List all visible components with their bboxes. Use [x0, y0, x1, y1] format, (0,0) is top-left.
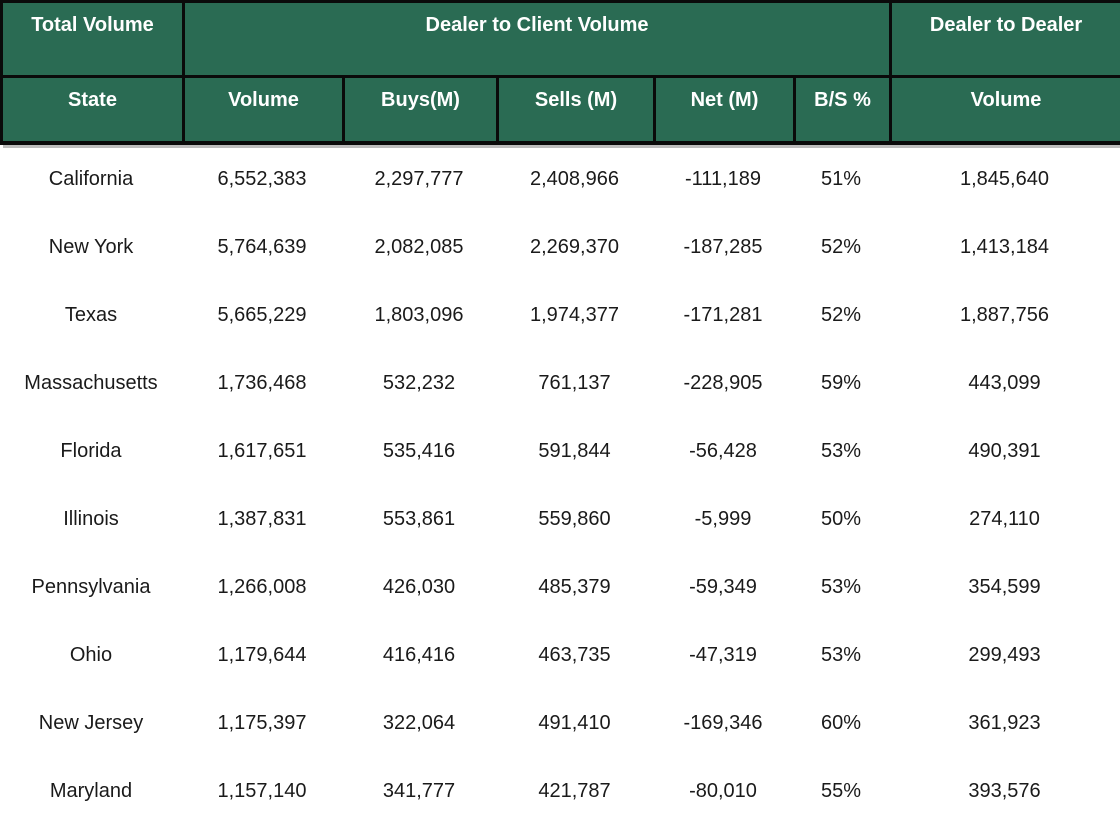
bs-pct-cell: 53%: [820, 575, 862, 598]
net-cell: -169,346: [683, 711, 763, 734]
column-header-row: State Volume Buys(M) Sells (M) Net (M) B…: [0, 75, 1120, 145]
net-cell: -80,010: [689, 779, 757, 802]
sells-cell: 2,408,966: [530, 167, 619, 190]
column-header-state: State: [0, 75, 185, 145]
state-cell: Texas: [64, 303, 118, 326]
buys-cell: 416,416: [382, 643, 456, 666]
table-row: New Jersey 1,175,397 322,064 491,410 -169,34…: [0, 689, 1120, 757]
table-row: Texas 5,665,229 1,803,096 1,974,377 -171,281…: [0, 281, 1120, 349]
dealer-volume-cell: 1,887,756: [960, 303, 1049, 326]
volume-cell: 6,552,383: [217, 167, 307, 190]
volume-cell: 1,157,140: [217, 779, 307, 802]
volume-cell: 1,266,008: [217, 575, 307, 598]
sells-cell: 2,269,370: [530, 235, 619, 258]
bs-pct-cell: 50%: [820, 507, 862, 530]
bs-pct-cell: 51%: [820, 167, 862, 190]
dealer-volume-cell: 443,099: [968, 371, 1041, 394]
bs-pct-cell: 60%: [820, 711, 862, 734]
table-row: Ohio 1,179,644 416,416 463,735 -47,319 53% 299…: [0, 621, 1120, 689]
dealer-volume-cell: 1,413,184: [960, 235, 1049, 258]
bs-pct-cell: 53%: [820, 439, 862, 462]
dealer-volume-cell: 299,493: [968, 643, 1041, 666]
state-cell: New York: [48, 235, 134, 258]
sells-cell: 485,379: [538, 575, 611, 598]
bs-pct-cell: 53%: [820, 643, 862, 666]
dealer-volume-cell: 393,576: [968, 779, 1041, 802]
sells-cell: 1,974,377: [530, 303, 619, 326]
state-cell: Massachusetts: [24, 371, 158, 394]
state-cell: Illinois: [63, 507, 119, 530]
dealer-volume-cell: 1,845,640: [960, 167, 1049, 190]
dealer-volume-cell: 354,599: [968, 575, 1041, 598]
bs-pct-cell: 59%: [820, 371, 862, 394]
table-row: California 6,552,383 2,297,777 2,408,966 -11…: [0, 145, 1120, 213]
state-cell: Pennsylvania: [31, 575, 151, 598]
buys-cell: 322,064: [382, 711, 456, 734]
column-header-volume: Volume: [182, 75, 345, 145]
buys-cell: 553,861: [382, 507, 456, 530]
state-cell: Florida: [60, 439, 122, 462]
bs-pct-cell: 52%: [820, 303, 862, 326]
column-header-dealer-volume: Volume: [889, 75, 1120, 145]
net-cell: -187,285: [683, 235, 763, 258]
sells-cell: 491,410: [538, 711, 611, 734]
bs-pct-cell: 55%: [820, 779, 862, 802]
sells-cell: 761,137: [538, 371, 611, 394]
state-cell: Ohio: [69, 643, 113, 666]
table-row: Illinois 1,387,831 553,861 559,860 -5,999 50%…: [0, 485, 1120, 553]
table-body: California 6,552,383 2,297,777 2,408,966 -11…: [0, 145, 1120, 825]
buys-cell: 1,803,096: [374, 303, 464, 326]
column-header-bs-pct: B/S %: [792, 75, 893, 145]
table-row: Massachusetts 1,736,468 532,232 761,137 -228…: [0, 349, 1120, 417]
net-cell: -5,999: [694, 507, 752, 530]
volume-cell: 1,387,831: [217, 507, 307, 530]
state-cell: New Jersey: [38, 711, 144, 734]
sells-cell: 559,860: [538, 507, 611, 530]
net-cell: -228,905: [683, 371, 763, 394]
buys-cell: 341,777: [382, 779, 456, 802]
net-cell: -59,349: [689, 575, 757, 598]
buys-cell: 426,030: [382, 575, 456, 598]
dealer-volume-cell: 490,391: [968, 439, 1041, 462]
column-header-net: Net (M): [653, 75, 796, 145]
column-header-buys: Buys(M): [342, 75, 499, 145]
table-row: Pennsylvania 1,266,008 426,030 485,379 -59,3…: [0, 553, 1120, 621]
volume-cell: 1,736,468: [217, 371, 307, 394]
buys-cell: 2,082,085: [374, 235, 464, 258]
sells-cell: 421,787: [538, 779, 611, 802]
bs-pct-cell: 52%: [820, 235, 862, 258]
group-header-row: Total Volume Dealer to Client Volume Dea…: [0, 0, 1120, 78]
volume-cell: 1,179,644: [217, 643, 307, 666]
net-cell: -171,281: [683, 303, 763, 326]
group-header-dealer-to-client: Dealer to Client Volume: [181, 0, 893, 78]
volume-cell: 5,764,639: [217, 235, 307, 258]
buys-cell: 535,416: [382, 439, 456, 462]
volume-cell: 5,665,229: [217, 303, 307, 326]
group-header-total-volume: Total Volume: [0, 0, 185, 78]
column-header-sells: Sells (M): [496, 75, 656, 145]
table-row: New York 5,764,639 2,082,085 2,269,370 -187,…: [0, 213, 1120, 281]
buys-cell: 532,232: [382, 371, 456, 394]
table-row: Florida 1,617,651 535,416 591,844 -56,428 53%…: [0, 417, 1120, 485]
table-body-table: California 6,552,383 2,297,777 2,408,966 -11…: [0, 145, 1120, 825]
table-row: Maryland 1,157,140 341,777 421,787 -80,010 55…: [0, 757, 1120, 825]
sells-cell: 591,844: [538, 439, 611, 462]
net-cell: -47,319: [689, 643, 757, 666]
dealer-volume-cell: 274,110: [969, 507, 1040, 530]
state-cell: Maryland: [49, 779, 133, 802]
buys-cell: 2,297,777: [374, 167, 464, 190]
dealer-volume-cell: 361,923: [968, 711, 1041, 734]
net-cell: -111,189: [685, 167, 761, 190]
volume-cell: 1,617,651: [217, 439, 307, 462]
net-cell: -56,428: [689, 439, 757, 462]
sells-cell: 463,735: [538, 643, 611, 666]
state-cell: California: [48, 167, 134, 190]
table-header: Total Volume Dealer to Client Volume Dea…: [0, 0, 1120, 145]
volume-cell: 1,175,397: [217, 711, 307, 734]
group-header-dealer-to-dealer: Dealer to Dealer: [889, 0, 1120, 78]
